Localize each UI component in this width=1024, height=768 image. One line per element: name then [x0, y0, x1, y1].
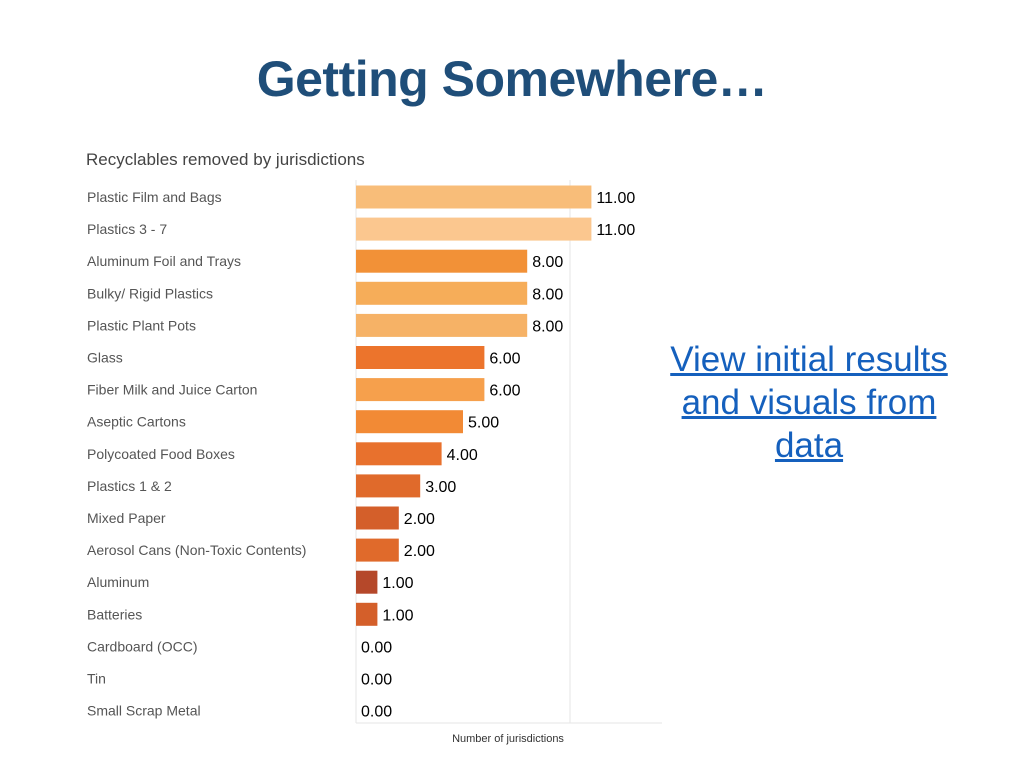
category-label: Plastics 1 & 2: [87, 478, 172, 494]
bar: [356, 410, 463, 434]
value-label: 8.00: [532, 318, 563, 335]
bar: [356, 474, 421, 498]
chart-value-labels: 11.00 11.00 8.00 8.00 8.00 6.00 6.00 5.00 4.00 3.…: [361, 190, 635, 721]
bar: [356, 506, 399, 530]
category-label: Aluminum Foil and Trays: [87, 253, 241, 269]
category-label: Tin: [87, 671, 106, 687]
value-label: 5.00: [468, 415, 499, 432]
value-label: 8.00: [532, 286, 563, 303]
category-label: Plastic Plant Pots: [87, 317, 196, 333]
value-label: 3.00: [425, 479, 456, 496]
category-label: Fiber Milk and Juice Carton: [87, 382, 257, 398]
category-label: Bulky/ Rigid Plastics: [87, 285, 213, 301]
x-axis-title: Number of jurisdictions: [452, 733, 564, 745]
bar: [356, 346, 485, 369]
category-label: Aluminum: [87, 574, 149, 590]
value-label: 6.00: [489, 351, 520, 368]
bar: [356, 281, 528, 305]
bar: [356, 378, 485, 402]
category-label: Aseptic Cartons: [87, 414, 186, 430]
chart-title: Recyclables removed by jurisdictions: [86, 150, 365, 169]
value-label: 1.00: [382, 575, 413, 592]
chart-category-labels: Plastic Film and Bags Plastics 3 - 7 Alumi…: [87, 189, 306, 719]
value-label: 1.00: [382, 607, 413, 624]
bar: [356, 249, 528, 273]
bar: [356, 570, 378, 594]
category-label: Batteries: [87, 606, 142, 622]
bar: [356, 602, 378, 626]
value-label: 0.00: [361, 704, 392, 721]
bar: [356, 442, 442, 466]
value-label: 11.00: [596, 222, 635, 239]
chart-bars: [356, 185, 592, 626]
category-label: Plastics 3 - 7: [87, 221, 167, 237]
category-label: Aerosol Cans (Non-Toxic Contents): [87, 542, 306, 558]
view-results-link[interactable]: View initial results and visuals from da…: [670, 340, 948, 465]
category-label: Glass: [87, 350, 123, 366]
bar: [356, 217, 592, 241]
category-label: Cardboard (OCC): [87, 638, 197, 654]
bar: [356, 313, 528, 337]
value-label: 8.00: [532, 254, 563, 271]
category-label: Plastic Film and Bags: [87, 189, 222, 205]
value-label: 4.00: [447, 447, 478, 464]
value-label: 2.00: [404, 543, 435, 560]
value-label: 11.00: [596, 190, 635, 207]
value-label: 0.00: [361, 672, 392, 689]
value-label: 2.00: [404, 511, 435, 528]
bar: [356, 185, 592, 209]
slide-title: Getting Somewhere…: [256, 51, 768, 107]
category-label: Small Scrap Metal: [87, 703, 201, 719]
value-label: 0.00: [361, 639, 392, 656]
bar: [356, 538, 399, 562]
category-label: Polycoated Food Boxes: [87, 446, 235, 462]
value-label: 6.00: [489, 383, 520, 400]
category-label: Mixed Paper: [87, 510, 166, 526]
